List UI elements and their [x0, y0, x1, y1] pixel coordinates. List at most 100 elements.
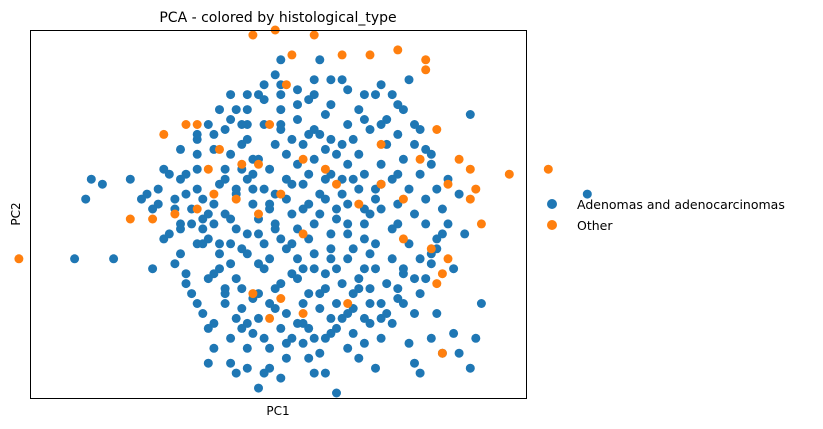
point-adenomas-99: [332, 388, 341, 398]
point-adenomas-130: [231, 105, 241, 115]
point-adenomas-115: [454, 189, 464, 199]
point-adenomas-231: [176, 219, 185, 229]
point-adenomas-234: [315, 189, 325, 199]
point-adenomas-188: [332, 149, 341, 159]
point-adenomas-200: [293, 115, 302, 124]
point-adenomas-129: [220, 125, 230, 134]
point-adenomas-311: [376, 299, 386, 308]
point-adenomas-93: [376, 333, 386, 343]
point-adenomas-271: [332, 299, 341, 308]
point-adenomas-80: [354, 105, 364, 115]
point-adenomas-38: [337, 139, 347, 149]
point-adenomas-0: [70, 254, 80, 264]
point-adenomas-318: [410, 120, 419, 129]
point-adenomas-304: [259, 333, 269, 343]
point-adenomas-153: [254, 313, 263, 323]
point-adenomas-250: [259, 239, 269, 249]
point-adenomas-145: [387, 318, 397, 328]
point-adenomas-131: [237, 120, 247, 129]
point-adenomas-73: [365, 209, 375, 219]
legend-marker-other: [547, 220, 557, 230]
point-adenomas-316: [432, 184, 442, 194]
point-adenomas-209: [220, 289, 230, 299]
point-other-46: [276, 189, 286, 199]
point-other-53: [465, 194, 475, 204]
point-adenomas-71: [354, 149, 364, 159]
point-other-41: [376, 139, 386, 149]
point-adenomas-34: [315, 304, 325, 313]
point-adenomas-69: [343, 219, 353, 229]
point-adenomas-61: [298, 264, 308, 274]
point-adenomas-120: [209, 343, 219, 353]
point-adenomas-168: [410, 209, 419, 219]
point-adenomas-307: [309, 333, 319, 343]
point-adenomas-294: [192, 149, 202, 159]
point-adenomas-185: [281, 149, 291, 159]
point-other-18: [320, 164, 330, 174]
point-other-11: [365, 50, 375, 60]
point-adenomas-277: [231, 274, 241, 284]
point-adenomas-297: [164, 229, 174, 239]
point-adenomas-224: [148, 264, 158, 274]
point-other-15: [287, 50, 297, 60]
point-adenomas-54: [259, 184, 269, 194]
point-adenomas-292: [226, 115, 236, 124]
point-adenomas-275: [265, 299, 275, 308]
point-adenomas-95: [426, 333, 436, 343]
point-adenomas-184: [265, 164, 275, 174]
point-adenomas-29: [287, 209, 297, 219]
point-other-6: [237, 159, 247, 169]
point-other-16: [281, 80, 291, 90]
point-adenomas-258: [320, 144, 330, 154]
point-adenomas-270: [348, 289, 358, 299]
point-adenomas-337: [471, 333, 481, 343]
point-other-17: [298, 154, 308, 164]
point-adenomas-240: [320, 174, 330, 184]
point-adenomas-31: [298, 179, 308, 189]
point-adenomas-302: [226, 333, 236, 343]
point-other-33: [343, 299, 353, 308]
point-adenomas-319: [393, 100, 403, 110]
point-other-47: [298, 229, 308, 239]
point-adenomas-233: [298, 204, 308, 214]
point-other-48: [181, 120, 191, 129]
point-adenomas-287: [393, 129, 403, 139]
point-adenomas-303: [242, 318, 252, 328]
point-adenomas-64: [315, 209, 325, 219]
point-adenomas-98: [309, 368, 319, 378]
point-adenomas-186: [298, 139, 308, 149]
point-other-23: [454, 154, 464, 164]
point-adenomas-214: [298, 338, 308, 348]
point-other-34: [298, 309, 308, 318]
point-adenomas-14: [209, 219, 219, 229]
point-adenomas-325: [293, 85, 302, 95]
point-adenomas-160: [270, 219, 280, 229]
point-adenomas-94: [404, 338, 414, 348]
point-adenomas-146: [365, 299, 375, 308]
point-adenomas-142: [371, 363, 380, 373]
point-adenomas-154: [237, 284, 247, 294]
point-other-1: [125, 214, 135, 224]
point-adenomas-222: [426, 259, 436, 269]
point-adenomas-74: [371, 239, 380, 249]
point-other-32: [437, 348, 447, 358]
point-adenomas-182: [231, 184, 241, 194]
point-adenomas-238: [287, 179, 297, 189]
point-adenomas-118: [432, 309, 442, 318]
point-adenomas-72: [359, 264, 369, 274]
point-adenomas-177: [287, 269, 297, 279]
point-adenomas-176: [304, 289, 314, 299]
point-adenomas-104: [410, 309, 419, 318]
point-other-24: [465, 164, 475, 174]
point-adenomas-89: [304, 353, 314, 363]
point-other-10: [337, 50, 347, 60]
point-adenomas-229: [125, 174, 135, 184]
point-adenomas-291: [242, 105, 252, 115]
point-adenomas-269: [365, 284, 375, 294]
point-adenomas-165: [359, 219, 369, 229]
point-adenomas-332: [192, 129, 202, 139]
point-adenomas-280: [276, 120, 286, 129]
point-adenomas-55: [265, 254, 275, 264]
point-adenomas-53: [254, 229, 263, 239]
